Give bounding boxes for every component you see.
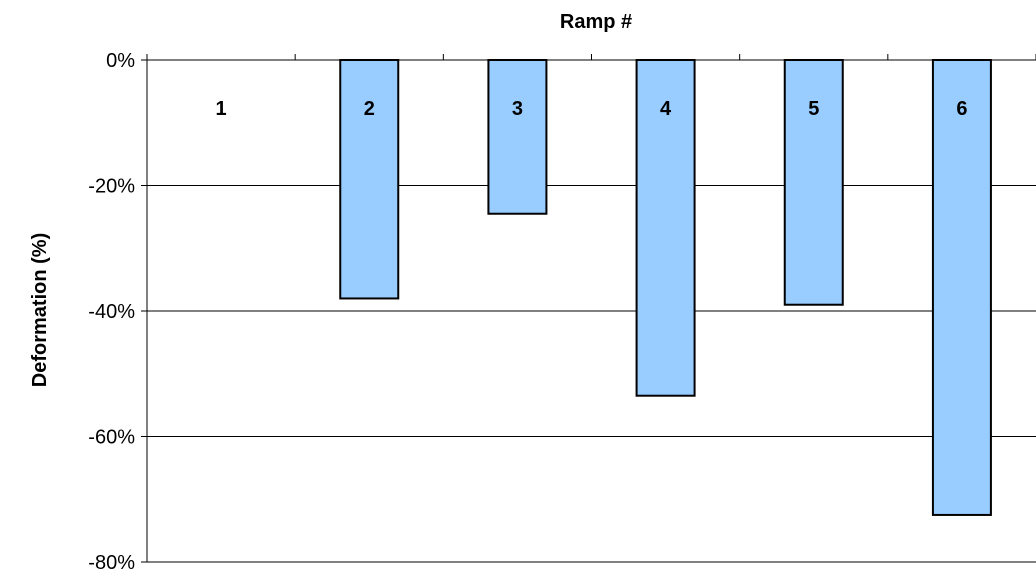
category-labels: 1 2 3 4 5 6 <box>216 98 968 120</box>
y-tick-label: 0% <box>106 50 135 72</box>
y-tick-labels: 0% -20% -40% -60% -80% <box>88 50 135 574</box>
gridlines <box>147 185 1036 563</box>
bar-5 <box>783 59 844 306</box>
x-axis-title: Ramp # <box>560 11 632 33</box>
category-label: 6 <box>956 98 967 120</box>
axes <box>141 54 1036 563</box>
bar-4 <box>635 59 696 397</box>
bar-2 <box>339 59 400 300</box>
y-tick-label: -20% <box>88 176 135 198</box>
y-axis-title: Deformation (%) <box>29 233 51 387</box>
category-label: 2 <box>364 98 375 120</box>
bar-3 <box>487 59 548 215</box>
y-tick-label: -60% <box>88 427 135 449</box>
y-tick-label: -80% <box>88 552 135 574</box>
category-label: 3 <box>512 98 523 120</box>
bar-6 <box>931 59 992 516</box>
y-tick-label: -40% <box>88 301 135 323</box>
category-label: 1 <box>216 98 227 120</box>
category-label: 4 <box>660 98 672 120</box>
bars <box>339 59 992 516</box>
category-label: 5 <box>808 98 819 120</box>
